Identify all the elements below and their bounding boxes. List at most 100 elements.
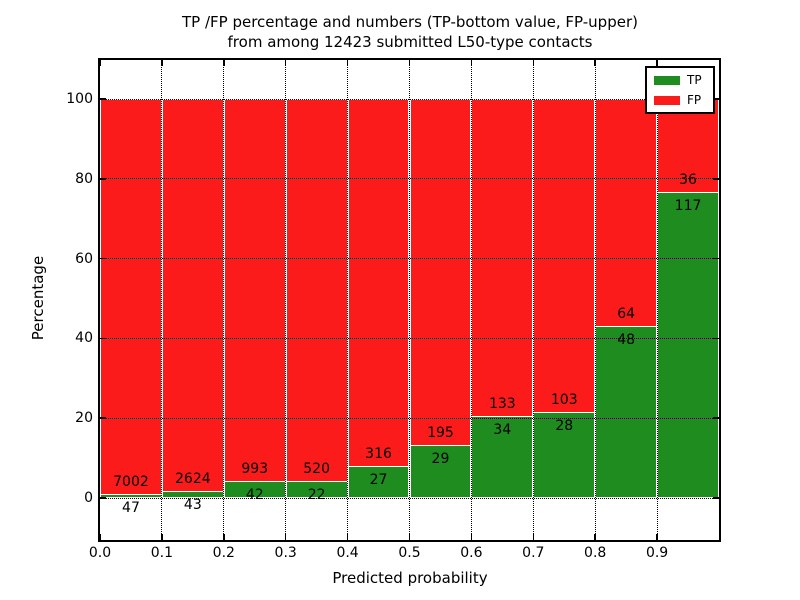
y-tick-mark [100, 98, 106, 100]
x-tick-mark [99, 534, 101, 540]
fp-bar-segment [161, 99, 224, 492]
legend-item-tp: TP [654, 74, 706, 86]
tp-swatch-icon [654, 75, 680, 85]
tp-bar-segment [595, 327, 658, 498]
tp-bar-segment [657, 192, 719, 498]
plot-area: 7002 47 2624 43 993 42 520 22 316 27 195 29 133 34 103… [98, 58, 721, 542]
y-tick-mark [713, 257, 719, 260]
tp-count-label: 48 [617, 332, 636, 348]
x-tick-mark [223, 60, 225, 66]
y-tick-mark [713, 417, 719, 419]
x-tick-mark [346, 534, 349, 540]
x-tick-mark [99, 60, 101, 66]
tp-count-label: 117 [674, 197, 702, 214]
x-tick-mark [346, 60, 349, 66]
legend-label-fp: FP [687, 93, 702, 107]
y-axis-label: Percentage [29, 255, 47, 341]
x-tick-label: 0.1 [150, 545, 174, 561]
fp-count-label: 520 [303, 460, 330, 477]
fp-count-label: 36 [679, 171, 697, 188]
tp-count-label: 27 [369, 471, 388, 488]
x-tick-mark [161, 534, 163, 540]
fp-bar-segment [223, 99, 286, 482]
x-tick-label: 0.7 [522, 545, 545, 561]
fp-bar-segment [657, 99, 719, 193]
x-gridline [285, 60, 287, 540]
x-gridline [223, 60, 225, 540]
x-tick-mark [408, 534, 411, 540]
x-tick-mark [656, 60, 658, 66]
x-gridline [532, 60, 534, 540]
y-tick-mark [100, 178, 106, 180]
x-tick-mark [223, 534, 225, 540]
tp-count-label: 28 [555, 417, 574, 434]
y-tick-label: 100 [66, 91, 93, 107]
fp-bar-segment [595, 99, 658, 327]
fp-bar-segment [409, 99, 472, 447]
x-tick-mark [532, 60, 535, 66]
fp-bar-segment [533, 99, 596, 413]
x-tick-label: 0.6 [460, 545, 483, 561]
y-tick-mark [100, 337, 106, 340]
x-tick-mark [408, 60, 411, 66]
tp-bar-segment [533, 412, 596, 498]
y-tick-mark [100, 257, 106, 260]
fp-count-label: 316 [365, 445, 392, 462]
fp-bar-segment [347, 99, 410, 467]
y-tick-label: 80 [75, 170, 93, 187]
x-gridline [594, 60, 596, 540]
fp-count-label: 2624 [175, 470, 211, 487]
x-tick-mark [161, 60, 163, 66]
x-tick-label: 0.3 [274, 545, 297, 561]
tp-count-label: 29 [431, 451, 450, 468]
y-tick-mark [100, 497, 106, 499]
x-tick-mark [594, 534, 596, 540]
x-tick-label: 0.0 [88, 545, 112, 561]
y-tick-mark [713, 98, 719, 100]
x-tick-mark [656, 534, 658, 540]
x-gridline [656, 60, 658, 540]
x-gridline [470, 60, 472, 540]
y-tick-mark [713, 178, 719, 180]
fp-bar-segment [285, 99, 348, 482]
y-tick-label: 40 [75, 330, 93, 347]
tp-count-label: 22 [307, 486, 326, 503]
x-gridline [347, 60, 349, 540]
x-tick-label: 0.8 [584, 545, 607, 561]
y-tick-label: 0 [84, 490, 93, 506]
chart-title-line1: TP /FP percentage and numbers (TP-bottom… [182, 13, 638, 31]
legend-item-fp: FP [654, 94, 706, 106]
fp-bar-segment [100, 99, 162, 496]
legend-label-tp: TP [687, 73, 702, 87]
fp-count-label: 7002 [113, 474, 149, 491]
tp-bar-segment [347, 466, 410, 498]
chart-title-line2: from among 12423 submitted L50-type cont… [227, 33, 593, 51]
y-tick-label: 60 [75, 250, 93, 267]
x-tick-mark [470, 60, 473, 66]
legend: TP FP [645, 66, 715, 114]
fp-swatch-icon [654, 95, 680, 105]
fp-count-label: 103 [550, 391, 578, 408]
chart-title: TP /FP percentage and numbers (TP-bottom… [0, 12, 800, 52]
tp-bar-segment [409, 446, 472, 498]
x-tick-label: 0.4 [336, 545, 359, 561]
y-tick-label: 20 [75, 410, 93, 427]
x-tick-label: 0.2 [212, 545, 235, 561]
fp-count-label: 133 [488, 395, 516, 412]
tp-count-label: 43 [183, 496, 202, 513]
x-tick-mark [284, 60, 287, 66]
x-gridline [409, 60, 410, 540]
x-tick-mark [594, 60, 596, 66]
tp-count-label: 42 [245, 486, 264, 503]
fp-count-label: 64 [617, 306, 636, 322]
x-gridline [161, 60, 163, 540]
x-tick-mark [284, 534, 287, 540]
x-axis-label: Predicted probability [332, 569, 488, 587]
y-tick-mark [713, 497, 719, 499]
y-tick-mark [100, 417, 106, 419]
fp-count-label: 195 [427, 425, 454, 442]
fp-count-label: 993 [241, 460, 269, 477]
x-tick-label: 0.9 [645, 545, 669, 561]
tp-count-label: 34 [493, 421, 512, 438]
